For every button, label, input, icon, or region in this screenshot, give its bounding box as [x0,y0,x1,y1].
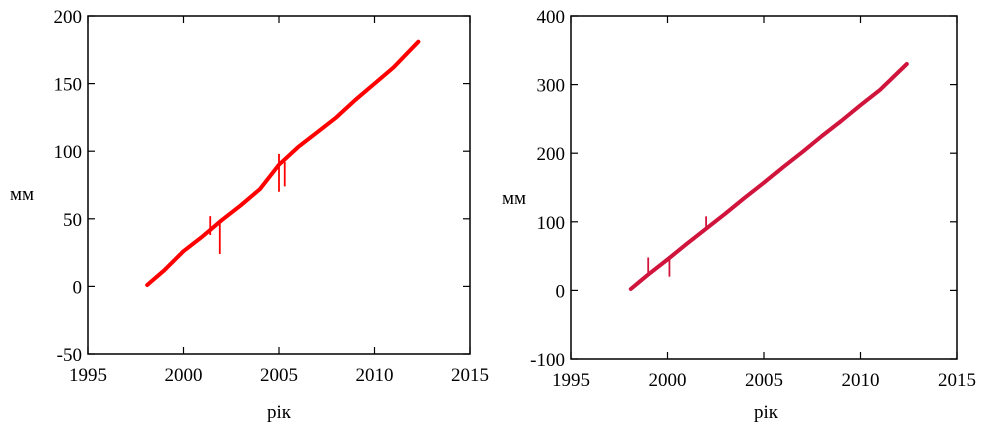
chart-right-y-tick-label: 200 [537,144,566,165]
chart-left-x-axis-label: рік [267,402,292,423]
chart-left-x-tick-label: 2000 [165,365,203,386]
chart-right-y-tick-label: 400 [537,7,566,28]
chart-right-y-axis-label: мм [502,188,526,209]
chart-left-plot-area [145,39,421,287]
chart-left-series-line [145,39,421,287]
chart-right-x-ticks: 1995 2000 2005 2010 2015 [552,16,976,391]
chart-left-y-tick-label: 50 [63,210,82,231]
chart-right-y-tick-label: 0 [556,281,566,302]
chart-right-x-tick-label: 2000 [649,370,687,391]
chart-right-y-tick-label: 300 [537,76,566,97]
chart-right-x-tick-label: 2015 [938,370,976,391]
chart-right-x-tick-label: 1995 [552,370,590,391]
chart-right-y-ticks: -100 0 100 200 300 400 [530,7,957,371]
chart-left-y-tick-label: 0 [73,277,83,298]
chart-left-y-ticks: -50 0 50 100 150 200 [54,7,470,366]
chart-left-x-tick-label: 2005 [260,365,298,386]
chart-right-x-tick-label: 2010 [842,370,880,391]
chart-right: -100 0 100 200 300 400 1995 2000 2005 2010 2015 м… [502,7,976,423]
chart-left-x-ticks: 1995 2000 2005 2010 2015 [69,16,489,386]
chart-left-x-tick-label: 2010 [356,365,394,386]
chart-left-x-tick-label: 1995 [69,365,107,386]
chart-right-x-axis-label: рік [754,402,779,423]
chart-right-plot-area [628,62,909,291]
chart-right-x-tick-label: 2005 [745,370,783,391]
chart-right-y-tick-label: -100 [530,350,565,371]
chart-left-y-tick-label: 150 [54,75,83,96]
chart-right-frame [570,15,958,360]
chart-right-series-line [628,62,909,291]
chart-left-y-tick-label: 100 [54,142,83,163]
chart-left-y-tick-label: -50 [57,345,82,366]
chart-left-y-axis-label: мм [10,184,34,205]
chart-right-y-tick-label: 100 [537,213,566,234]
chart-left-x-tick-label: 2015 [451,365,489,386]
chart-left-y-tick-label: 200 [54,7,83,28]
